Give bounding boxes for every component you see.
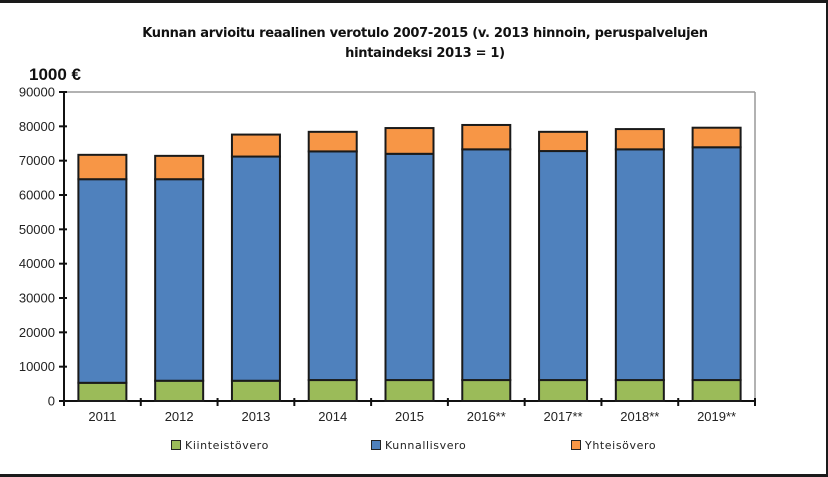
bar-yhteisövero-2018 — [614, 128, 665, 151]
bar-kunnallisvero-2013 — [230, 155, 281, 382]
y-tick-label: 30000 — [19, 291, 55, 306]
bar-yhteisövero-2013 — [230, 133, 281, 158]
bar-kunnallisvero-2018 — [614, 148, 665, 382]
legend-swatch-kiinteistövero — [171, 440, 181, 450]
bar-kunnallisvero-2015 — [384, 152, 435, 382]
bar-kunnallisvero-2012 — [154, 178, 205, 382]
y-tick-label: 50000 — [19, 222, 55, 237]
bar-kiinteistövero-2017 — [538, 379, 589, 403]
legend-item-yhteisövero: Yhteisövero — [571, 437, 656, 453]
y-tick-label: 60000 — [19, 188, 55, 203]
legend-item-kunnallisvero: Kunnallisvero — [371, 437, 466, 453]
chart-title-line-2: hintaindeksi 2013 = 1) — [345, 46, 505, 61]
x-tick-label: 2019** — [697, 409, 736, 424]
y-axis-unit-label: 1000 € — [29, 65, 81, 84]
bar-kunnallisvero-2019 — [691, 146, 742, 382]
chart-title-line-1: Kunnan arvioitu reaalinen verotulo 2007-… — [142, 26, 708, 41]
y-tick-label: 10000 — [19, 359, 55, 374]
y-tick-label: 20000 — [19, 325, 55, 340]
legend-label: Yhteisövero — [585, 438, 657, 452]
bar-kunnallisvero-2014 — [307, 150, 358, 382]
frame-top-border — [0, 0, 828, 3]
bar-kiinteistövero-2019 — [691, 379, 742, 403]
bar-yhteisövero-2015 — [384, 127, 435, 155]
legend-item-kiinteistövero: Kiinteistövero — [171, 437, 269, 453]
x-tick-label: 2017** — [544, 409, 583, 424]
y-tick-label: 90000 — [19, 85, 55, 100]
legend-swatch-kunnallisvero — [371, 440, 381, 450]
bar-kunnallisvero-2016 — [461, 148, 512, 382]
legend-label: Kiinteistövero — [185, 438, 269, 452]
y-tick-label: 70000 — [19, 153, 55, 168]
y-tick-label: 80000 — [19, 119, 55, 134]
bar-kiinteistövero-2018 — [614, 379, 665, 403]
bar-kiinteistövero-2012 — [154, 379, 205, 403]
x-tick-label: 2013 — [241, 409, 270, 424]
x-tick-label: 2018** — [620, 409, 659, 424]
bar-kiinteistövero-2014 — [307, 379, 358, 403]
chart-title: Kunnan arvioitu reaalinen verotulo 2007-… — [100, 24, 750, 64]
x-tick-label: 2014 — [318, 409, 347, 424]
y-tick-label: 40000 — [19, 256, 55, 271]
legend-label: Kunnallisvero — [385, 438, 467, 452]
legend-swatch-yhteisövero — [571, 440, 581, 450]
bar-yhteisövero-2016 — [461, 123, 512, 151]
bar-kunnallisvero-2017 — [538, 150, 589, 382]
bar-kiinteistövero-2013 — [230, 379, 281, 403]
bar-kunnallisvero-2011 — [77, 178, 128, 384]
bar-yhteisövero-2014 — [307, 130, 358, 153]
x-tick-label: 2015 — [395, 409, 424, 424]
bar-yhteisövero-2017 — [538, 130, 589, 153]
bar-yhteisövero-2012 — [154, 154, 205, 181]
bar-yhteisövero-2019 — [691, 126, 742, 149]
x-tick-label: 2012 — [165, 409, 194, 424]
bar-kiinteistövero-2016 — [461, 379, 512, 403]
x-tick-label: 2016** — [467, 409, 506, 424]
frame-bottom-border — [0, 474, 828, 477]
y-tick-label: 0 — [48, 394, 55, 409]
x-tick-label: 2011 — [88, 409, 116, 424]
bar-kiinteistövero-2011 — [77, 381, 128, 403]
bar-kiinteistövero-2015 — [384, 379, 435, 403]
bar-yhteisövero-2011 — [77, 153, 128, 181]
frame-right-border — [826, 0, 828, 477]
